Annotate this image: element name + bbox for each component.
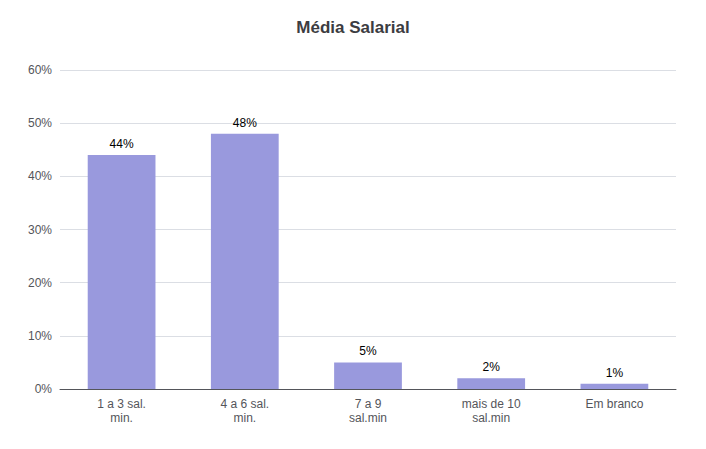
svg-text:48%: 48% bbox=[233, 116, 257, 130]
svg-text:sal.min: sal.min bbox=[472, 411, 510, 425]
svg-text:1 a 3 sal.: 1 a 3 sal. bbox=[97, 397, 146, 411]
svg-text:Média Salarial: Média Salarial bbox=[296, 18, 409, 37]
svg-text:Em branco: Em branco bbox=[585, 397, 643, 411]
svg-text:60%: 60% bbox=[28, 63, 52, 77]
svg-text:min.: min. bbox=[110, 411, 133, 425]
svg-text:44%: 44% bbox=[110, 137, 134, 151]
svg-text:1%: 1% bbox=[606, 366, 624, 380]
svg-text:sal.min: sal.min bbox=[349, 411, 387, 425]
svg-text:20%: 20% bbox=[28, 276, 52, 290]
svg-text:7 a 9: 7 a 9 bbox=[355, 397, 382, 411]
svg-text:min.: min. bbox=[233, 411, 256, 425]
svg-text:40%: 40% bbox=[28, 169, 52, 183]
svg-text:50%: 50% bbox=[28, 116, 52, 130]
svg-text:2%: 2% bbox=[483, 360, 501, 374]
svg-text:5%: 5% bbox=[359, 344, 377, 358]
svg-text:30%: 30% bbox=[28, 223, 52, 237]
svg-text:10%: 10% bbox=[28, 329, 52, 343]
svg-text:mais de 10: mais de 10 bbox=[462, 397, 521, 411]
svg-text:0%: 0% bbox=[35, 382, 53, 396]
svg-text:4 a 6 sal.: 4 a 6 sal. bbox=[220, 397, 269, 411]
